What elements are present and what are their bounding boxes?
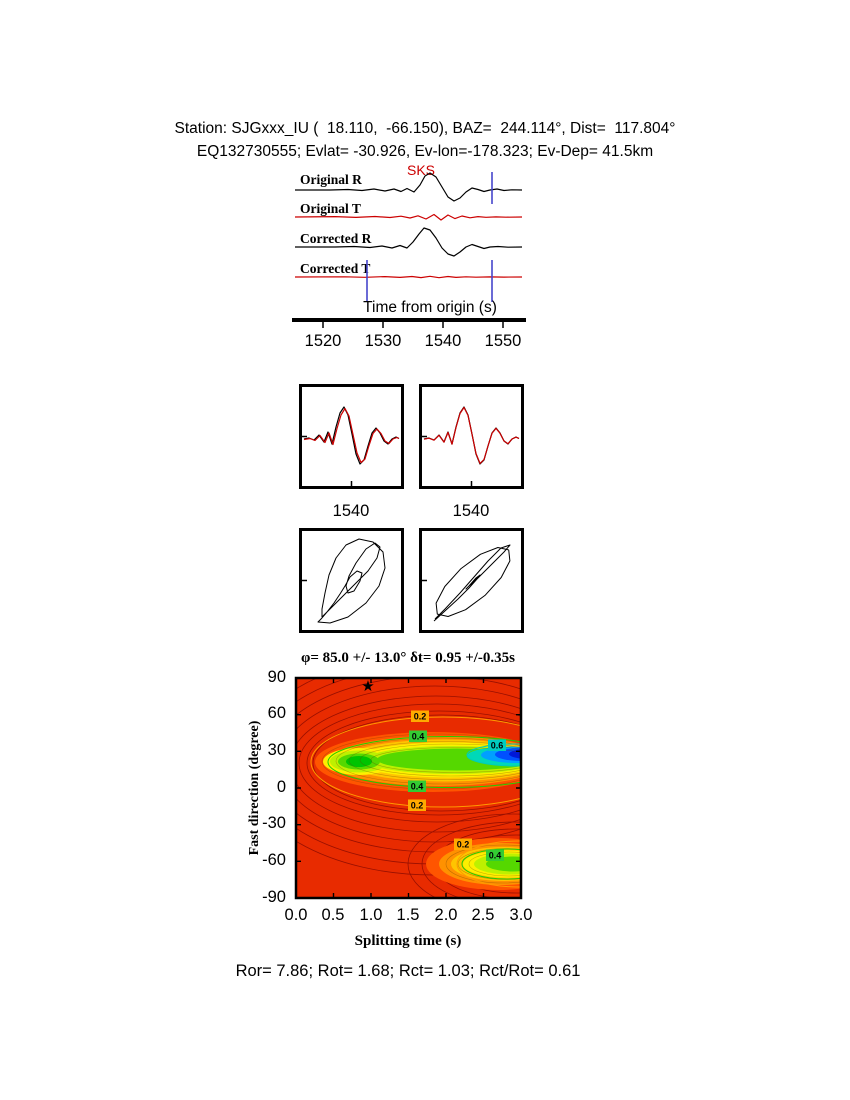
trace-label-corrected-r: Corrected R <box>300 231 372 246</box>
contour-label: 0.4 <box>409 730 427 742</box>
svg-text:0.4: 0.4 <box>489 851 502 861</box>
ytick-neg30: -30 <box>262 814 286 832</box>
main-minimum-fills <box>315 732 521 792</box>
zoom-trace-black <box>303 406 400 465</box>
particle-motion-ellipse <box>435 547 511 617</box>
svg-text:0.2: 0.2 <box>411 801 424 811</box>
contour-lines-inner <box>321 733 521 884</box>
footer-stats: Ror= 7.86; Rot= 1.68; Rct= 1.03; Rct/Rot… <box>235 962 581 980</box>
xtick-20: 2.0 <box>434 906 458 924</box>
waveform-plot <box>292 172 526 328</box>
svg-text:0.4: 0.4 <box>411 782 424 792</box>
particle-motion-right-plot <box>422 544 511 622</box>
ytick-neg90: -90 <box>262 888 286 906</box>
header-event-line: EQ132730555; Evlat= -30.926, Ev-lon=-178… <box>196 143 654 160</box>
zoom-left-plot <box>302 406 400 486</box>
trace-label-original-r: Original R <box>300 172 362 187</box>
time-tick-1540: 1540 <box>424 332 462 350</box>
misfit-surface <box>296 678 521 898</box>
zoom-panel-right <box>419 384 524 489</box>
particle-motion-left-plot <box>302 538 386 624</box>
zoom-trace-red <box>303 407 400 464</box>
zoom-left-ticks <box>302 435 353 486</box>
particle-motion-path <box>317 538 386 624</box>
original-r-trace <box>295 172 523 202</box>
zoom-right-plot <box>422 406 520 486</box>
contour-label: 0.2 <box>454 838 472 850</box>
x-axis-label: Splitting time (s) <box>354 933 462 949</box>
svg-text:0.4: 0.4 <box>412 732 425 742</box>
xtick-30: 3.0 <box>509 906 533 924</box>
zoom-right-xtick: 1540 <box>452 502 490 520</box>
error-surface-title: φ= 85.0 +/- 13.0° δt= 0.95 +/-0.35s <box>301 650 515 666</box>
xtick-25: 2.5 <box>471 906 495 924</box>
time-tick-1530: 1530 <box>364 332 402 350</box>
best-fit-star: ★ <box>361 678 374 695</box>
corrected-r-trace <box>295 227 523 257</box>
error-surface-plot: 0.2 0.4 0.6 0.4 0.2 0.2 0.4 ★ <box>294 676 523 900</box>
ytick-30: 30 <box>267 741 286 759</box>
particle-motion-path <box>433 544 511 622</box>
zoom-panel-left <box>299 384 404 489</box>
header-station-line: Station: SJGxxx_IU ( 18.110, -66.150), B… <box>174 120 676 137</box>
trace-label-original-t: Original T <box>300 201 361 216</box>
time-tick-1550: 1550 <box>484 332 522 350</box>
svg-text:0.2: 0.2 <box>414 712 427 722</box>
trace-label-corrected-t: Corrected T <box>300 261 371 276</box>
xtick-10: 1.0 <box>359 906 383 924</box>
ytick-90: 90 <box>267 668 286 686</box>
x-frame-ticks <box>295 678 522 898</box>
zoom-left-xtick: 1540 <box>332 502 370 520</box>
ytick-0: 0 <box>276 778 286 796</box>
corrected-t-trace <box>294 275 523 279</box>
contour-label: 0.6 <box>488 739 506 751</box>
xtick-15: 1.5 <box>396 906 420 924</box>
ytick-neg60: -60 <box>262 851 286 869</box>
time-axis-ticks <box>322 322 504 328</box>
contour-label: 0.4 <box>408 780 426 792</box>
y-frame-ticks <box>296 677 521 899</box>
time-tick-1520: 1520 <box>304 332 342 350</box>
svg-text:0.6: 0.6 <box>491 741 504 751</box>
contour-label: 0.2 <box>408 799 426 811</box>
particle-motion-panel-left <box>299 528 404 633</box>
zoom-trace-red <box>423 406 520 465</box>
xtick-05: 0.5 <box>321 906 345 924</box>
original-t-trace <box>294 213 523 221</box>
contour-label: 0.4 <box>486 849 504 861</box>
ytick-60: 60 <box>267 704 286 722</box>
contour-label: 0.2 <box>411 710 429 722</box>
xtick-0: 0.0 <box>284 906 308 924</box>
zoom-right-ticks <box>422 435 473 486</box>
particle-motion-panel-right <box>419 528 524 633</box>
labeled-contour-rings <box>310 716 521 888</box>
time-axis-label: Time from origin (s) <box>363 299 497 316</box>
svg-text:0.2: 0.2 <box>457 840 470 850</box>
